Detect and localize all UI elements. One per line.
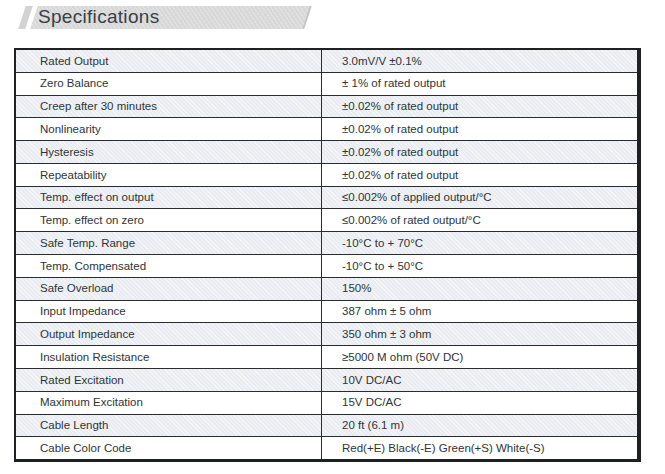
spec-label-cell: Hysteresis	[16, 141, 322, 163]
spec-label-cell: Temp. effect on output	[16, 187, 322, 209]
spec-value-cell: ≥5000 M ohm (50V DC)	[322, 351, 637, 364]
spec-label-cell: Cable Color Code	[16, 437, 322, 459]
spec-value-cell: ≤0.002% of rated output/°C	[322, 214, 637, 227]
datasheet-page: Specifications Rated Output 3.0mV/V ±0.1…	[0, 0, 665, 474]
spec-value-cell: -10°C to + 70°C	[322, 237, 637, 250]
spec-label-cell: Maximum Excitation	[16, 392, 322, 414]
section-title: Specifications	[38, 5, 159, 29]
table-row: Repeatability ±0.02% of rated output	[16, 163, 637, 186]
table-row: Temp. effect on zero ≤0.002% of rated ou…	[16, 208, 637, 231]
spec-value-cell: 15V DC/AC	[322, 396, 637, 409]
table-row: Rated Excitation 10V DC/AC	[16, 368, 637, 391]
spec-value-cell: ±0.02% of rated output	[322, 100, 637, 113]
spec-value-cell: ±0.02% of rated output	[322, 169, 637, 182]
spec-label-cell: Zero Balance	[16, 73, 322, 95]
table-row: Rated Output 3.0mV/V ±0.1%	[16, 50, 637, 72]
spec-value-cell: ±0.02% of rated output	[322, 123, 637, 136]
table-row: Safe Overload 150%	[16, 277, 637, 300]
spec-label-cell: Output Impedance	[16, 323, 322, 345]
table-row: Maximum Excitation 15V DC/AC	[16, 391, 637, 414]
spec-label-cell: Safe Temp. Range	[16, 232, 322, 254]
table-row: Cable Length 20 ft (6.1 m)	[16, 414, 637, 437]
spec-value-cell: 10V DC/AC	[322, 374, 637, 387]
spec-label-cell: Insulation Resistance	[16, 346, 322, 368]
section-title-banner: Specifications	[0, 6, 665, 30]
spec-label-cell: Safe Overload	[16, 278, 322, 300]
spec-value-cell: -10°C to + 50°C	[322, 260, 637, 273]
spec-label-cell: Temp. effect on zero	[16, 209, 322, 231]
spec-value-cell: ±0.02% of rated output	[322, 146, 637, 159]
table-row: Temp. effect on output ≤0.002% of applie…	[16, 186, 637, 209]
spec-value-cell: 387 ohm ± 5 ohm	[322, 305, 637, 318]
spec-label-cell: Rated Excitation	[16, 369, 322, 391]
table-row: Insulation Resistance ≥5000 M ohm (50V D…	[16, 345, 637, 368]
spec-label-cell: Creep after 30 minutes	[16, 96, 322, 118]
table-row: Input Impedance 387 ohm ± 5 ohm	[16, 300, 637, 323]
spec-label-cell: Rated Output	[16, 50, 322, 72]
spec-label-cell: Nonlinearity	[16, 118, 322, 140]
table-row: Nonlinearity ±0.02% of rated output	[16, 117, 637, 140]
table-row: Safe Temp. Range -10°C to + 70°C	[16, 231, 637, 254]
table-row: Zero Balance ± 1% of rated output	[16, 72, 637, 95]
spec-label-cell: Temp. Compensated	[16, 255, 322, 277]
table-row: Output Impedance 350 ohm ± 3 ohm	[16, 322, 637, 345]
spec-label-cell: Repeatability	[16, 164, 322, 186]
table-row: Temp. Compensated -10°C to + 50°C	[16, 254, 637, 277]
spec-value-cell: Red(+E) Black(-E) Green(+S) White(-S)	[322, 442, 637, 455]
spec-value-cell: ≤0.002% of applied output/°C	[322, 191, 637, 204]
table-row: Hysteresis ±0.02% of rated output	[16, 140, 637, 163]
spec-value-cell: 350 ohm ± 3 ohm	[322, 328, 637, 341]
spec-value-cell: ± 1% of rated output	[322, 77, 637, 90]
table-row: Cable Color Code Red(+E) Black(-E) Green…	[16, 436, 637, 459]
table-row: Creep after 30 minutes ±0.02% of rated o…	[16, 95, 637, 118]
specifications-table: Rated Output 3.0mV/V ±0.1% Zero Balance …	[14, 48, 641, 462]
spec-value-cell: 3.0mV/V ±0.1%	[322, 55, 637, 68]
spec-label-cell: Input Impedance	[16, 301, 322, 323]
spec-value-cell: 150%	[322, 282, 637, 295]
spec-label-cell: Cable Length	[16, 415, 322, 437]
spec-value-cell: 20 ft (6.1 m)	[322, 419, 637, 432]
